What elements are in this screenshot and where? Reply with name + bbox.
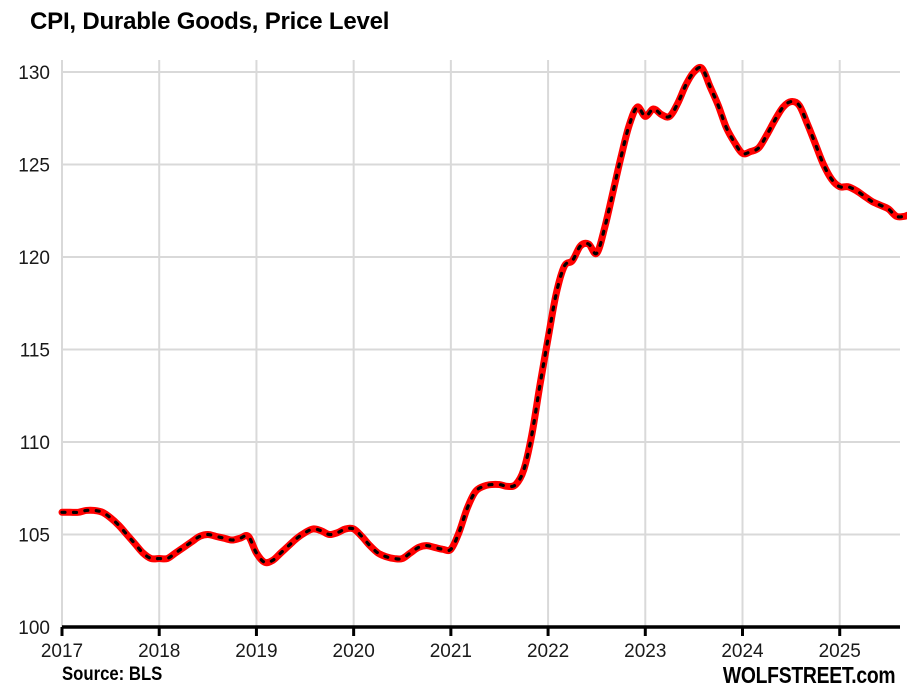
page-title: CPI, Durable Goods, Price Level xyxy=(30,8,390,35)
x-axis-tick-label: 2024 xyxy=(721,641,764,662)
x-axis-tick-label: 2022 xyxy=(527,641,569,662)
x-axis-tick-label: 2020 xyxy=(333,641,375,662)
x-axis-tick-label: 2017 xyxy=(41,641,83,662)
data-line-cpi-durable-goods xyxy=(58,63,907,567)
x-axis-tick-label: 2021 xyxy=(430,641,472,662)
x-axis-tick-labels: 2017 2018 2019 2020 2021 2022 2023 2024 2025 xyxy=(41,641,861,662)
x-gridlines xyxy=(61,60,841,627)
y-axis-tick-label: 115 xyxy=(20,341,50,362)
x-axis-tick-label: 2018 xyxy=(138,641,180,662)
data-line-dash-overlay xyxy=(60,65,907,565)
y-axis-tick-label: 105 xyxy=(18,526,50,547)
y-axis-tick-label: 130 xyxy=(18,63,50,84)
y-axis-tick-label: 110 xyxy=(20,433,50,454)
y-axis-tick-label: 100 xyxy=(18,618,50,639)
y-axis-tick-label: 125 xyxy=(18,156,50,177)
y-axis-tick-labels: 100 105 110 115 120 125 130 xyxy=(18,63,50,639)
y-axis-tick-label: 120 xyxy=(18,248,50,269)
chart-footer: Source: BLS WOLFSTREET.com xyxy=(0,660,907,700)
source-label: Source: BLS xyxy=(62,664,163,685)
x-axis-tick-label: 2019 xyxy=(235,641,277,662)
gridlines xyxy=(62,71,900,536)
x-axis-tick-label: 2023 xyxy=(624,641,666,662)
x-axis-tick-label: 2025 xyxy=(819,641,861,662)
watermark-label: WOLFSTREET.com xyxy=(722,662,895,688)
